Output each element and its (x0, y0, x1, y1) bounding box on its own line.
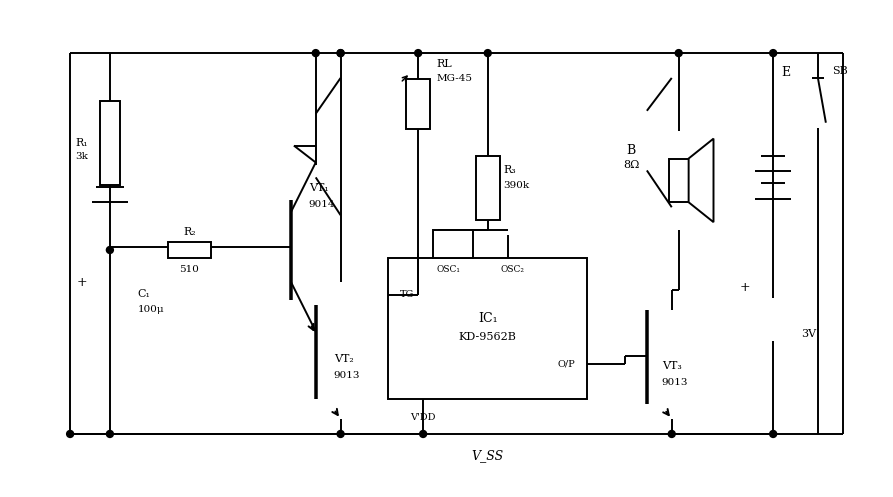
Text: 3V: 3V (801, 329, 816, 338)
Circle shape (770, 430, 777, 437)
Text: C₁: C₁ (138, 289, 151, 299)
Text: KD-9562B: KD-9562B (459, 331, 517, 341)
Circle shape (67, 430, 73, 437)
Circle shape (313, 50, 319, 57)
Text: V'DD: V'DD (411, 413, 436, 421)
Circle shape (106, 430, 113, 437)
Text: IC₁: IC₁ (478, 312, 497, 325)
Bar (433, 230, 473, 258)
Text: O/P: O/P (557, 360, 575, 369)
Text: R₂: R₂ (183, 227, 196, 237)
Text: +: + (740, 281, 751, 294)
Text: RL: RL (436, 59, 452, 69)
Text: OSC₂: OSC₂ (501, 265, 524, 274)
Text: OSC₁: OSC₁ (436, 265, 460, 274)
Bar (100, 101, 120, 185)
Bar (406, 79, 430, 129)
Bar (669, 159, 689, 202)
Text: 8Ω: 8Ω (622, 161, 639, 170)
Polygon shape (689, 139, 714, 222)
Text: E: E (781, 67, 790, 80)
Text: 9013: 9013 (334, 371, 360, 380)
Text: V_SS: V_SS (472, 449, 504, 462)
Text: +: + (77, 276, 88, 289)
Circle shape (484, 50, 491, 57)
Text: 510: 510 (179, 265, 199, 274)
Bar (168, 242, 212, 258)
Text: TG: TG (400, 290, 414, 299)
Bar (388, 258, 588, 399)
Circle shape (668, 430, 675, 437)
Text: 100μ: 100μ (138, 305, 164, 314)
Circle shape (106, 247, 113, 253)
Circle shape (338, 50, 344, 57)
Text: 390k: 390k (504, 181, 530, 190)
Circle shape (338, 50, 344, 57)
Text: R₃: R₃ (504, 166, 516, 175)
Text: B: B (626, 144, 636, 157)
Text: R₁: R₁ (75, 138, 88, 148)
Text: VT₂: VT₂ (334, 354, 354, 364)
Circle shape (770, 50, 777, 57)
Text: MG-45: MG-45 (436, 75, 472, 83)
Text: 9013: 9013 (662, 378, 689, 387)
Text: 3k: 3k (75, 152, 88, 161)
Circle shape (675, 50, 682, 57)
Text: VT₁: VT₁ (309, 183, 329, 193)
Text: SB: SB (832, 66, 847, 76)
Text: VT₃: VT₃ (662, 361, 681, 371)
Circle shape (420, 430, 427, 437)
Circle shape (414, 50, 421, 57)
Bar (476, 156, 500, 220)
Text: 9014: 9014 (309, 200, 335, 209)
Circle shape (338, 430, 344, 437)
